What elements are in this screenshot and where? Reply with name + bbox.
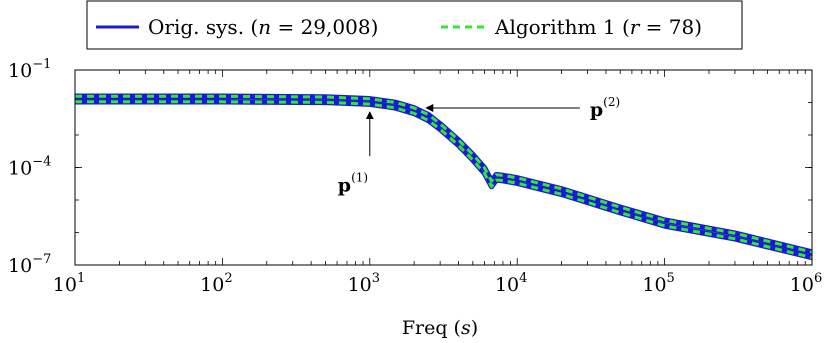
x-axis-label: Freq (s): [402, 317, 478, 339]
annotation-label-p1: p(1): [338, 171, 368, 197]
y-tick-label: 10−4: [8, 155, 51, 180]
x-axis-ticks: 101 102 103 104 105 106: [53, 70, 822, 296]
y-axis-ticks: 10−1 10−4 10−7: [8, 57, 812, 277]
y-tick-label: 10−1: [8, 57, 51, 82]
legend: Orig. sys. (n = 29,008) Algorithm 1 (r =…: [86, 0, 743, 50]
minor-ticks: [75, 69, 812, 266]
x-tick-label: 101: [53, 271, 85, 296]
legend-label-orig: Orig. sys. (n = 29,008): [148, 15, 378, 39]
series-layer: [75, 93, 813, 261]
plot-area: p(1) p(2) 101 102 103 104 105 106 10−1 10−4 10−7: [8, 57, 822, 296]
legend-label-alg: Algorithm 1 (r = 78): [494, 15, 702, 39]
x-tick-label: 105: [642, 271, 674, 296]
x-tick-label: 103: [348, 271, 380, 296]
series-line-algorithm1-1: [75, 100, 813, 259]
annotation-label-p2: p(2): [590, 95, 620, 121]
x-tick-label: 106: [790, 271, 822, 296]
series-line-orig-0: [75, 93, 813, 255]
annotations: p(1) p(2): [338, 95, 620, 197]
series-line-algorithm1-0: [75, 94, 813, 254]
x-tick-label: 102: [200, 271, 232, 296]
y-tick-label: 10−7: [8, 252, 51, 277]
x-tick-label: 104: [495, 271, 527, 296]
legend-box: [86, 0, 743, 50]
